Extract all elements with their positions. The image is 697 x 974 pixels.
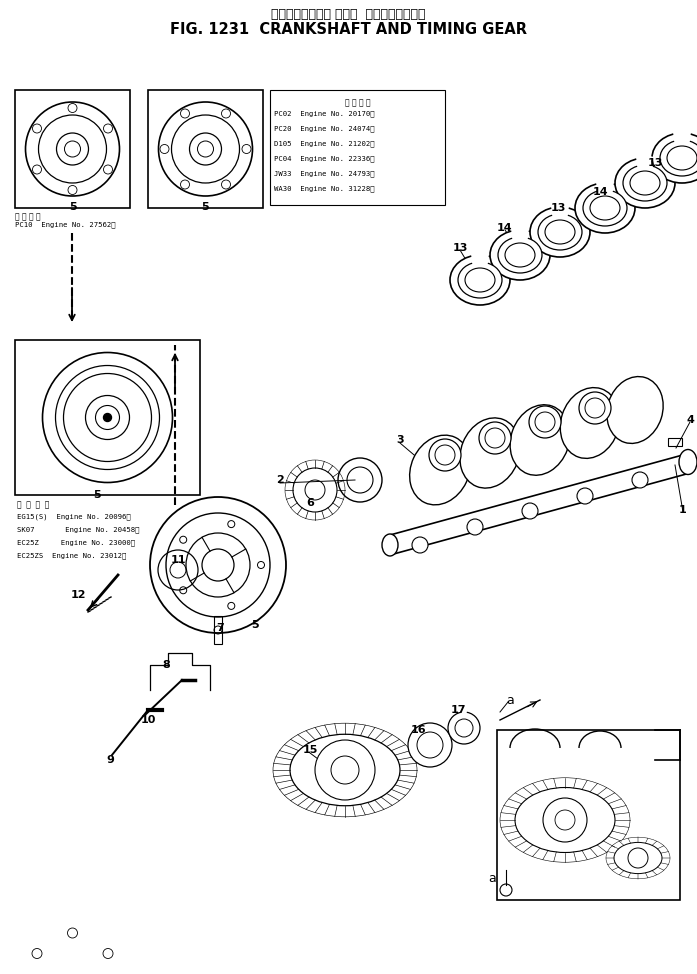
- Ellipse shape: [538, 214, 582, 250]
- Text: 6: 6: [306, 498, 314, 508]
- Text: 5: 5: [69, 202, 76, 212]
- Ellipse shape: [490, 230, 550, 280]
- Ellipse shape: [458, 262, 502, 298]
- Ellipse shape: [623, 165, 667, 201]
- Circle shape: [543, 798, 587, 842]
- Ellipse shape: [652, 133, 697, 183]
- Text: 適 用 号 機: 適 用 号 機: [17, 500, 49, 509]
- Text: D105  Engine No. 21202～: D105 Engine No. 21202～: [274, 140, 374, 147]
- Circle shape: [448, 712, 480, 744]
- Text: 5: 5: [251, 620, 259, 630]
- Bar: [270, 90, 445, 205]
- Text: 5: 5: [201, 202, 209, 212]
- Text: PC10  Engine No. 27562～: PC10 Engine No. 27562～: [15, 221, 116, 228]
- Text: 11: 11: [170, 555, 185, 565]
- Ellipse shape: [510, 405, 570, 475]
- Ellipse shape: [575, 183, 635, 233]
- Ellipse shape: [500, 778, 630, 862]
- Text: 14: 14: [497, 223, 513, 233]
- Text: 14: 14: [592, 187, 608, 197]
- Circle shape: [632, 472, 648, 488]
- Text: PC02  Engine No. 20170～: PC02 Engine No. 20170～: [274, 110, 374, 117]
- Text: EC25ZS  Engine No. 23012～: EC25ZS Engine No. 23012～: [17, 552, 126, 559]
- Text: 3: 3: [396, 435, 404, 445]
- Circle shape: [408, 723, 452, 767]
- Ellipse shape: [382, 534, 398, 556]
- Bar: [497, 730, 680, 900]
- Text: 9: 9: [106, 755, 114, 765]
- Ellipse shape: [583, 190, 627, 226]
- Ellipse shape: [410, 435, 470, 505]
- Ellipse shape: [530, 207, 590, 257]
- Text: WA30  Engine No. 31228～: WA30 Engine No. 31228～: [274, 185, 374, 192]
- Text: PC20  Engine No. 24074～: PC20 Engine No. 24074～: [274, 125, 374, 131]
- Text: 5: 5: [93, 490, 101, 500]
- Text: FIG. 1231  CRANKSHAFT AND TIMING GEAR: FIG. 1231 CRANKSHAFT AND TIMING GEAR: [169, 22, 526, 37]
- Circle shape: [479, 422, 511, 454]
- Bar: [15, 90, 130, 208]
- Circle shape: [577, 488, 593, 504]
- Ellipse shape: [615, 158, 675, 208]
- Circle shape: [522, 503, 538, 519]
- Text: 13: 13: [648, 158, 663, 168]
- Circle shape: [579, 392, 611, 424]
- Text: 10: 10: [140, 715, 155, 725]
- Bar: [668, 438, 682, 446]
- Text: クランクシャフト および  タイミングギヤー: クランクシャフト および タイミングギヤー: [270, 8, 425, 21]
- Circle shape: [315, 740, 375, 800]
- Text: EC25Z     Engine No. 23000～: EC25Z Engine No. 23000～: [17, 539, 135, 545]
- Text: a: a: [506, 693, 514, 706]
- Ellipse shape: [450, 255, 510, 305]
- Circle shape: [467, 519, 483, 535]
- Text: 7: 7: [216, 623, 224, 633]
- Bar: [214, 616, 222, 644]
- Text: 1: 1: [679, 505, 687, 515]
- Ellipse shape: [606, 838, 670, 879]
- Text: 4: 4: [686, 415, 694, 425]
- Circle shape: [628, 848, 648, 868]
- Text: 13: 13: [551, 203, 566, 213]
- Text: 12: 12: [70, 590, 86, 600]
- Text: 2: 2: [276, 475, 284, 485]
- Text: 13: 13: [452, 243, 468, 253]
- Circle shape: [529, 406, 561, 438]
- Text: SK07       Engine No. 20458～: SK07 Engine No. 20458～: [17, 526, 139, 533]
- Text: 17: 17: [450, 705, 466, 715]
- Bar: [15, 340, 200, 495]
- Text: 15: 15: [302, 745, 318, 755]
- Text: JW33  Engine No. 24793～: JW33 Engine No. 24793～: [274, 170, 374, 176]
- Circle shape: [103, 414, 112, 422]
- Circle shape: [412, 537, 428, 553]
- Text: EG15(S)  Engine No. 20096～: EG15(S) Engine No. 20096～: [17, 513, 131, 519]
- Text: 8: 8: [162, 660, 170, 670]
- Ellipse shape: [679, 449, 697, 474]
- Ellipse shape: [660, 140, 697, 176]
- Ellipse shape: [273, 724, 417, 817]
- Text: PC04  Engine No. 22336～: PC04 Engine No. 22336～: [274, 155, 374, 162]
- Circle shape: [429, 439, 461, 471]
- Text: 16: 16: [411, 725, 426, 735]
- Ellipse shape: [560, 388, 620, 459]
- Text: 適 用 号 機: 適 用 号 機: [345, 98, 370, 107]
- Ellipse shape: [607, 377, 663, 443]
- Ellipse shape: [498, 237, 542, 273]
- Text: a: a: [488, 872, 496, 884]
- Bar: [148, 90, 263, 208]
- Text: 適 用 号 機: 適 用 号 機: [15, 212, 40, 221]
- Ellipse shape: [460, 418, 520, 488]
